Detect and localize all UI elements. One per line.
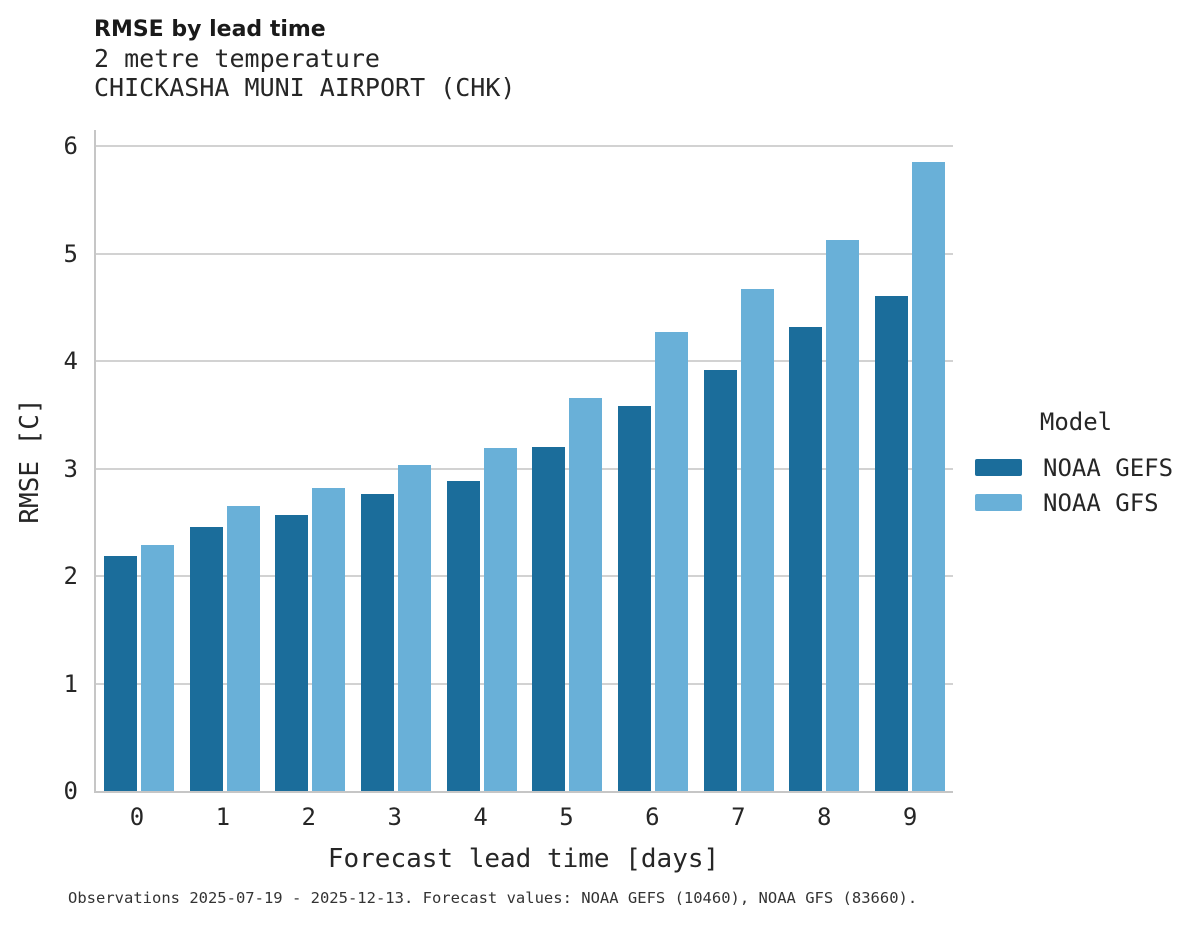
title-block: RMSE by lead time 2 metre temperature CH… bbox=[94, 16, 515, 102]
chart-title: RMSE by lead time bbox=[94, 17, 326, 42]
bar-noaa-gefs-day-0 bbox=[103, 555, 137, 791]
gridline-y-3 bbox=[96, 467, 953, 470]
x-axis-label: Forecast lead time [days] bbox=[327, 844, 720, 874]
gridline-y-1 bbox=[96, 682, 953, 685]
bar-group-day-7 bbox=[696, 130, 782, 791]
bar-noaa-gefs-day-9 bbox=[875, 295, 909, 791]
bar-group-day-2 bbox=[267, 130, 353, 791]
bar-noaa-gfs-day-8 bbox=[826, 239, 860, 791]
x-tick-label-6: 6 bbox=[645, 803, 660, 831]
bar-noaa-gfs-day-6 bbox=[655, 332, 689, 791]
bar-noaa-gfs-day-7 bbox=[740, 289, 774, 791]
bar-noaa-gefs-day-2 bbox=[275, 514, 309, 791]
legend-item-noaa-gefs: NOAA GEFS bbox=[966, 450, 1186, 485]
bar-noaa-gefs-day-3 bbox=[360, 494, 394, 791]
legend: Model NOAA GEFS NOAA GFS bbox=[966, 408, 1186, 520]
bar-group-day-0 bbox=[96, 130, 182, 791]
legend-title: Model bbox=[1039, 408, 1113, 436]
bar-noaa-gfs-day-3 bbox=[397, 465, 431, 791]
gridline-y-6 bbox=[96, 145, 953, 148]
bar-group-day-4 bbox=[439, 130, 525, 791]
bar-noaa-gefs-day-4 bbox=[446, 481, 480, 791]
bar-groups bbox=[96, 130, 953, 791]
x-tick-label-1: 1 bbox=[215, 803, 231, 831]
bar-noaa-gefs-day-5 bbox=[532, 447, 566, 791]
plot-area bbox=[94, 130, 953, 793]
legend-swatch-gefs-icon bbox=[975, 459, 1022, 476]
x-axis-tick-labels: 0 1 2 3 4 5 6 7 8 9 bbox=[94, 803, 953, 831]
legend-label-gfs: NOAA GFS bbox=[1043, 488, 1159, 517]
bar-group-day-8 bbox=[782, 130, 868, 791]
gridline-y-5 bbox=[96, 252, 953, 255]
bar-group-day-5 bbox=[525, 130, 611, 791]
y-tick-label-2: 2 bbox=[63, 562, 78, 591]
chart-subtitle-variable: 2 metre temperature bbox=[94, 44, 380, 73]
chart-subtitle-station: CHICKASHA MUNI AIRPORT (CHK) bbox=[94, 73, 516, 102]
bar-noaa-gefs-day-8 bbox=[789, 326, 823, 791]
bar-group-day-3 bbox=[353, 130, 439, 791]
x-tick-label-3: 3 bbox=[387, 803, 402, 831]
bar-group-day-6 bbox=[610, 130, 696, 791]
y-tick-label-1: 1 bbox=[63, 669, 78, 698]
x-tick-label-9: 9 bbox=[902, 803, 918, 831]
gridline-y-4 bbox=[96, 360, 953, 363]
caption: Observations 2025-07-19 - 2025-12-13. Fo… bbox=[68, 889, 918, 907]
y-tick-label-3: 3 bbox=[63, 454, 78, 483]
legend-swatch-gfs-icon bbox=[975, 494, 1022, 511]
x-tick-label-0: 0 bbox=[129, 803, 145, 831]
bar-noaa-gfs-day-4 bbox=[483, 448, 517, 791]
y-tick-label-0: 0 bbox=[63, 777, 78, 805]
gridline-y-2 bbox=[96, 575, 953, 578]
x-tick-label-8: 8 bbox=[816, 803, 832, 831]
bar-group-day-1 bbox=[182, 130, 268, 791]
legend-item-noaa-gfs: NOAA GFS bbox=[966, 485, 1186, 520]
x-tick-label-2: 2 bbox=[301, 803, 316, 831]
bar-group-day-9 bbox=[867, 130, 953, 791]
y-tick-label-4: 4 bbox=[63, 347, 78, 376]
bar-noaa-gefs-day-1 bbox=[189, 526, 223, 791]
x-tick-label-7: 7 bbox=[731, 803, 746, 831]
x-tick-label-5: 5 bbox=[559, 803, 574, 831]
bar-noaa-gfs-day-1 bbox=[226, 506, 260, 791]
y-tick-label-6: 6 bbox=[63, 132, 78, 161]
bar-noaa-gefs-day-6 bbox=[618, 406, 652, 791]
bar-noaa-gfs-day-5 bbox=[569, 397, 603, 791]
y-tick-label-5: 5 bbox=[63, 239, 78, 268]
x-tick-label-4: 4 bbox=[473, 803, 488, 831]
y-axis-tick-labels: 0 1 2 3 4 5 6 bbox=[0, 130, 94, 805]
bar-noaa-gfs-day-0 bbox=[140, 544, 174, 791]
legend-label-gefs: NOAA GEFS bbox=[1043, 453, 1174, 482]
bar-noaa-gfs-day-9 bbox=[912, 162, 946, 791]
bar-noaa-gefs-day-7 bbox=[703, 369, 737, 791]
bar-noaa-gfs-day-2 bbox=[312, 487, 346, 791]
